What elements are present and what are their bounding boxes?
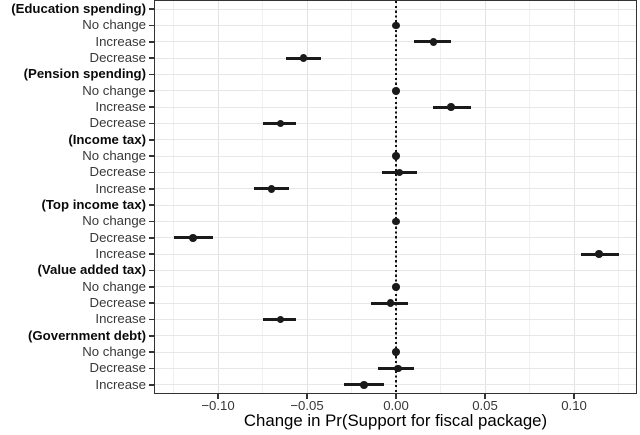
y-axis-label: No change xyxy=(82,82,146,98)
y-axis-label: Increase xyxy=(95,33,146,49)
y-axis-group-header: (Government debt) xyxy=(28,327,146,343)
zero-reference-line xyxy=(395,1,397,393)
estimate-dot xyxy=(267,185,276,193)
y-tick-mark xyxy=(149,351,155,353)
gridline-vertical xyxy=(529,1,531,393)
y-tick-mark xyxy=(149,90,155,92)
y-axis-label: Increase xyxy=(95,376,146,392)
y-tick-mark xyxy=(149,106,155,108)
estimate-dot xyxy=(429,38,438,46)
x-axis-title: Change in Pr(Support for fiscal package) xyxy=(243,411,548,430)
gridline-vertical xyxy=(618,1,620,393)
y-tick-mark xyxy=(149,253,155,255)
y-axis-label: Decrease xyxy=(89,360,146,376)
y-axis-label: No change xyxy=(82,17,146,33)
estimate-dot xyxy=(299,54,308,62)
estimate-dot xyxy=(392,217,400,226)
estimate-dot xyxy=(395,168,404,177)
gridline-vertical xyxy=(173,1,174,393)
y-tick-mark xyxy=(149,171,155,174)
y-tick-mark xyxy=(149,188,155,190)
y-axis-group-header: (Income tax) xyxy=(68,131,146,147)
y-axis-label: Decrease xyxy=(89,50,146,65)
x-tick-label: −0.05 xyxy=(290,398,324,413)
estimate-dot xyxy=(276,119,285,128)
y-axis-label: No change xyxy=(82,344,146,359)
y-tick-mark xyxy=(149,122,155,125)
y-tick-mark xyxy=(149,335,155,337)
plot-panel xyxy=(155,1,636,393)
y-axis-label: Decrease xyxy=(89,164,146,180)
estimate-dot xyxy=(392,348,400,356)
gridline-vertical xyxy=(484,1,486,393)
estimate-dot xyxy=(189,234,197,242)
y-tick-mark xyxy=(149,204,155,206)
estimate-dot xyxy=(394,364,402,373)
estimate-dot xyxy=(392,87,400,95)
x-tick-mark xyxy=(217,393,219,399)
y-axis-group-header: (Education spending) xyxy=(11,1,146,16)
estimate-dot xyxy=(392,21,400,30)
y-tick-mark xyxy=(149,367,155,370)
gridline-vertical xyxy=(440,1,442,393)
y-axis-label: Increase xyxy=(95,311,146,327)
y-tick-mark xyxy=(149,237,155,239)
x-tick-label: 0.10 xyxy=(561,398,587,413)
gridline-vertical xyxy=(351,1,353,393)
estimate-dot xyxy=(392,283,400,291)
y-tick-mark xyxy=(149,269,155,272)
y-tick-mark xyxy=(149,57,155,59)
y-tick-mark xyxy=(149,318,155,321)
y-tick-mark xyxy=(149,73,155,76)
estimate-dot xyxy=(595,250,603,258)
y-tick-mark xyxy=(149,41,155,43)
y-axis-label: Increase xyxy=(95,180,146,196)
y-axis-label: Decrease xyxy=(89,115,146,131)
y-axis-label: Increase xyxy=(95,246,146,261)
x-tick-label: −0.10 xyxy=(201,398,235,413)
x-tick-mark xyxy=(573,393,575,399)
y-axis-label: No change xyxy=(82,278,146,294)
y-axis-group-header: (Top income tax) xyxy=(41,197,146,212)
x-tick-mark xyxy=(306,393,308,399)
y-axis-group-header: (Value added tax) xyxy=(37,262,146,278)
y-axis-label: Increase xyxy=(95,99,146,114)
x-tick-label: 0.05 xyxy=(472,398,498,413)
x-tick-mark xyxy=(395,393,397,399)
estimate-dot xyxy=(276,315,285,324)
x-tick-mark xyxy=(484,393,486,399)
y-axis-label: No change xyxy=(82,213,146,229)
y-axis-label: Decrease xyxy=(89,229,146,245)
estimate-dot xyxy=(392,152,400,160)
gridline-vertical xyxy=(262,1,264,393)
y-axis-label: Decrease xyxy=(89,295,146,310)
y-tick-mark xyxy=(149,155,155,157)
y-axis-label: No change xyxy=(82,148,146,163)
gridline-vertical xyxy=(306,1,308,393)
y-tick-mark xyxy=(149,286,155,288)
y-tick-mark xyxy=(149,302,155,304)
gridline-vertical xyxy=(217,1,219,393)
gridline-vertical xyxy=(573,1,575,393)
y-tick-mark xyxy=(149,24,155,27)
y-tick-mark xyxy=(149,139,155,141)
y-tick-mark xyxy=(149,8,155,10)
x-tick-label: 0.00 xyxy=(383,398,409,413)
y-tick-mark xyxy=(149,220,155,223)
y-tick-mark xyxy=(149,384,155,386)
y-axis-group-header: (Pension spending) xyxy=(23,66,146,82)
estimate-dot xyxy=(360,381,368,389)
estimate-dot xyxy=(386,299,395,307)
estimate-dot xyxy=(447,103,455,111)
